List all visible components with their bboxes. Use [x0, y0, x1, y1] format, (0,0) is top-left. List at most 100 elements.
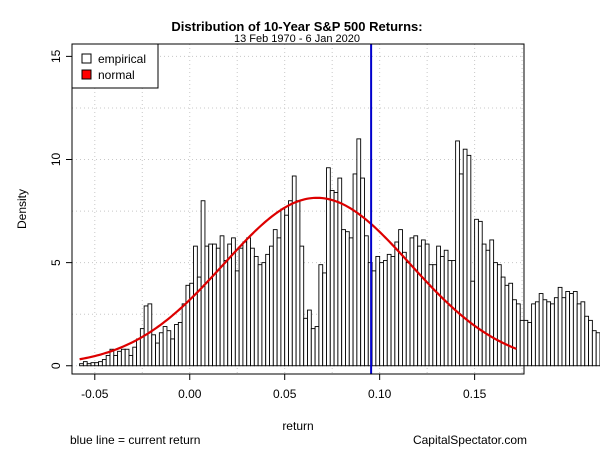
- histogram-bar: [595, 332, 600, 367]
- histogram-bar: [508, 282, 514, 367]
- reference-line-note: blue line = current return: [70, 433, 200, 447]
- histogram-bar: [318, 264, 324, 367]
- histogram-bar: [79, 363, 84, 367]
- histogram-bar: [117, 350, 122, 367]
- histogram-bar: [485, 249, 491, 367]
- histogram-bar: [348, 237, 354, 367]
- histogram-bar: [527, 321, 533, 367]
- histogram-bar: [242, 241, 248, 367]
- histogram-bar: [155, 342, 160, 367]
- histogram-bar: [227, 243, 232, 367]
- x-axis: -0.05 0.00 0.05 0.10 0.15: [81, 373, 487, 401]
- histogram-bar: [515, 303, 521, 367]
- histogram-bar: [253, 255, 259, 367]
- histogram-bar: [326, 167, 331, 367]
- histogram-bar: [231, 237, 236, 367]
- histogram-bar: [546, 301, 552, 367]
- histogram-bar: [451, 260, 457, 367]
- legend-label-normal: normal: [98, 68, 135, 82]
- histogram-bar: [98, 361, 103, 367]
- histogram-bar: [553, 297, 559, 367]
- histogram-bar: [90, 362, 96, 367]
- histogram-bar: [580, 301, 586, 367]
- x-tick-label: 0.05: [273, 387, 297, 401]
- histogram-bar: [250, 247, 255, 367]
- histogram-bar: [120, 348, 126, 367]
- histogram-bar: [124, 348, 130, 367]
- histogram-bar: [364, 235, 369, 367]
- histogram-bar: [276, 237, 282, 367]
- histogram-bar: [212, 243, 217, 367]
- histogram-bar: [82, 361, 88, 367]
- legend-swatch-empirical: [81, 53, 92, 64]
- histogram-bar: [489, 239, 495, 367]
- histogram-bar: [398, 229, 403, 367]
- histogram-bar: [466, 154, 472, 367]
- histogram-bar: [101, 359, 107, 367]
- histogram-bar: [481, 243, 487, 367]
- histogram-bar: [576, 303, 582, 367]
- histogram-bar: [333, 192, 339, 367]
- histogram-bar: [379, 262, 384, 367]
- histogram-bar: [352, 173, 358, 367]
- histogram-bar: [280, 208, 286, 367]
- histogram-bar: [394, 241, 400, 367]
- histogram-bar: [269, 245, 274, 367]
- histogram-bar: [215, 247, 221, 367]
- histogram-bar: [390, 255, 396, 367]
- x-tick-label: 0.00: [178, 387, 202, 401]
- histogram-bar: [386, 253, 392, 367]
- x-tick-label: 0.15: [463, 387, 487, 401]
- histogram-bar: [105, 354, 111, 367]
- histogram-bar: [204, 245, 210, 367]
- histogram-bar: [523, 319, 529, 367]
- histogram-bar: [458, 173, 464, 367]
- histogram-bar: [375, 255, 381, 367]
- histogram-bar: [341, 229, 346, 367]
- histogram-bar: [512, 299, 517, 367]
- histogram-bar: [193, 245, 198, 367]
- histogram-bar: [405, 262, 411, 367]
- histogram-bar: [295, 200, 301, 367]
- legend-box: [71, 43, 159, 89]
- x-tick-label: 0.10: [368, 387, 392, 401]
- histogram-bar: [223, 260, 229, 367]
- histogram-bar: [170, 338, 176, 367]
- x-axis-label: return: [282, 419, 313, 433]
- histogram-bar: [94, 362, 100, 367]
- histogram-bar: [383, 260, 388, 367]
- histogram-bar: [538, 293, 544, 367]
- histogram-bar: [569, 293, 574, 367]
- histogram-bar: [565, 291, 571, 367]
- histogram-bar: [557, 286, 563, 367]
- histogram-bar: [208, 243, 213, 367]
- histogram-bar: [504, 284, 510, 367]
- histogram-bar: [86, 363, 92, 367]
- histogram-bar: [257, 264, 263, 367]
- histogram-bar: [588, 319, 593, 367]
- chart-title: Distribution of 10-Year S&P 500 Returns:: [171, 19, 422, 34]
- histogram-bar: [128, 354, 134, 367]
- y-tick-label: 10: [49, 153, 63, 167]
- histogram-bar: [534, 301, 540, 367]
- histogram-bar: [447, 260, 453, 367]
- histogram-bar: [417, 245, 422, 367]
- histogram-bar: [360, 177, 365, 367]
- histogram-bar: [219, 235, 225, 367]
- histogram-bar: [413, 235, 419, 367]
- histogram-bar: [439, 255, 445, 367]
- y-tick-label: 0: [49, 362, 63, 369]
- histogram-bar: [409, 237, 415, 367]
- y-tick-label: 5: [49, 259, 63, 266]
- histogram-bar: [436, 245, 441, 367]
- histogram-bar: [337, 177, 343, 367]
- histogram-bar: [299, 245, 305, 367]
- histogram-bar: [572, 291, 578, 367]
- histogram-bar: [531, 303, 536, 367]
- histogram-bar: [402, 251, 407, 367]
- histogram-bar: [303, 317, 308, 367]
- histogram-bar: [132, 346, 138, 367]
- histogram-bar: [310, 328, 316, 367]
- histogram-bars: [79, 138, 600, 367]
- histogram-bar: [542, 299, 548, 367]
